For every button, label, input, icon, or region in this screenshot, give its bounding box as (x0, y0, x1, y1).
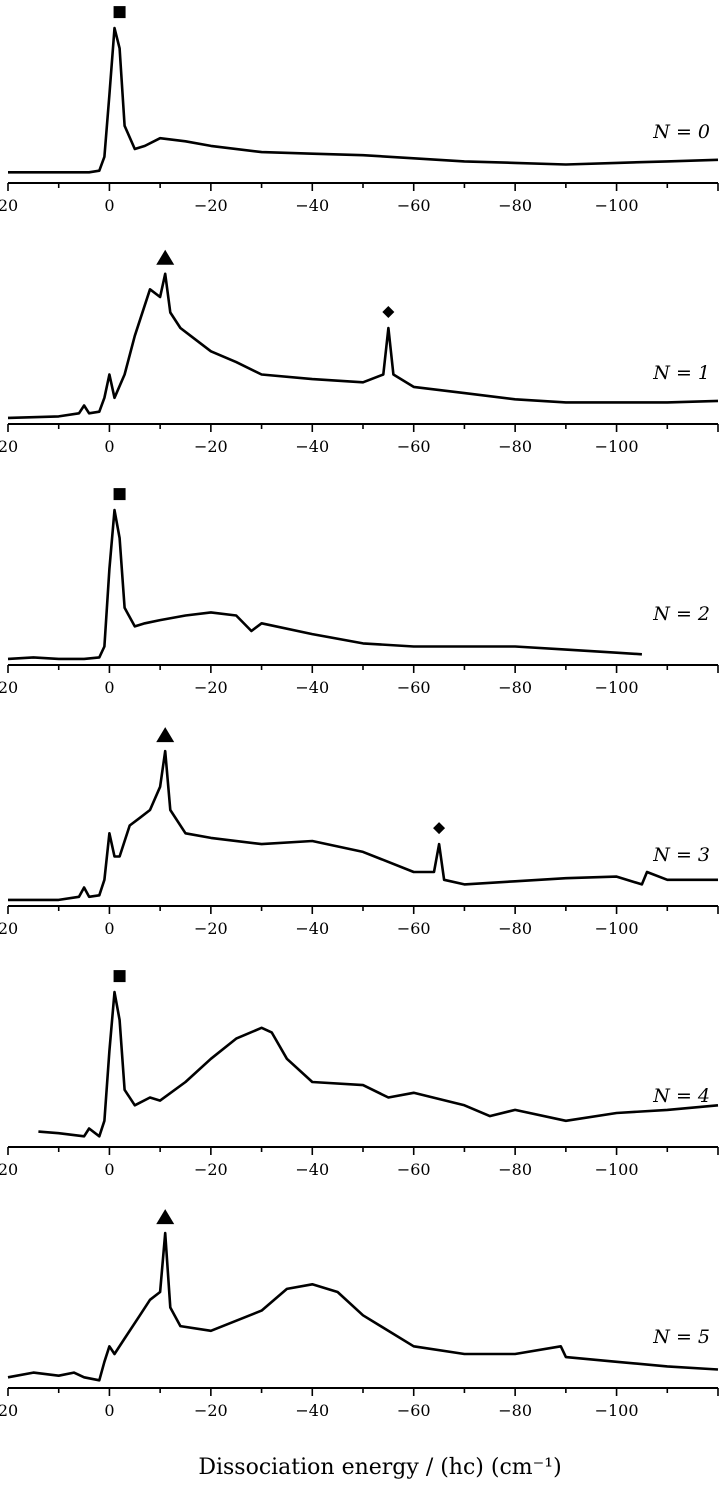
tick-label: −20 (194, 437, 228, 456)
tick-label: −80 (498, 437, 532, 456)
tick-label: −40 (295, 1160, 329, 1179)
tick-label: −20 (194, 196, 228, 215)
tick-label: −100 (595, 678, 639, 697)
tick-label: 20 (0, 919, 18, 938)
panel-2: 20 0 −20 −40 −60 −80 −100 N = 1 (0, 249, 719, 456)
panel-label: N = 2 (652, 603, 710, 625)
tick-label: −100 (595, 1401, 639, 1420)
tick-label: 20 (0, 1401, 18, 1420)
panel-1: 20 0 −20 −40 −60 −80 −100 N = 0 (0, 6, 719, 215)
panel-label: N = 0 (652, 121, 710, 143)
tick-label: −100 (595, 919, 639, 938)
tick-label: −20 (194, 1401, 228, 1420)
square-marker (113, 970, 126, 983)
x-axis-label: Dissociation energy / (hc) (cm⁻¹) (198, 1455, 561, 1480)
trace-line (8, 749, 718, 902)
diamond-marker (433, 822, 446, 835)
tick-label: −80 (498, 919, 532, 938)
panel-label: N = 5 (652, 1326, 710, 1348)
panel-label: N = 3 (652, 844, 710, 866)
tick-label: −80 (498, 678, 532, 697)
tick-label: −80 (498, 1160, 532, 1179)
tick-label: −60 (397, 1160, 431, 1179)
diamond-marker (382, 306, 395, 318)
tick-label: −60 (397, 678, 431, 697)
panel-6: 20 0 −20 −40 −60 −80 −100 N = 5 (0, 1209, 719, 1420)
square-marker (113, 488, 126, 501)
panel-label: N = 4 (652, 1085, 710, 1107)
tick-label: −60 (397, 1401, 431, 1420)
square-marker (113, 6, 126, 19)
tick-label: −100 (595, 196, 639, 215)
tick-label: −40 (295, 678, 329, 697)
tick-label: −100 (595, 1160, 639, 1179)
panel-5: 20 0 −20 −40 −60 −80 −100 N = 4 (0, 970, 719, 1179)
tick-label: −60 (397, 437, 431, 456)
panels: 20 0 −20 −40 −60 −80 −100 N = 0 20 0 −20 −40 −60 −80 −… (0, 6, 719, 1420)
tick-label: 20 (0, 437, 18, 456)
tick-label: −40 (295, 919, 329, 938)
tick-label: −20 (194, 678, 228, 697)
panel-3: 20 0 −20 −40 −60 −80 −100 N = 2 (0, 488, 719, 697)
tick-label: −100 (595, 437, 639, 456)
panel-label: N = 1 (652, 362, 710, 384)
tick-label: 20 (0, 1160, 18, 1179)
tick-label: 0 (104, 1401, 114, 1420)
tick-label: 0 (104, 678, 114, 697)
tick-label: −60 (397, 919, 431, 938)
triangle-marker (156, 727, 175, 743)
tick-label: −20 (194, 919, 228, 938)
triangle-marker (156, 249, 175, 265)
trace-line (7, 1231, 719, 1382)
tick-label: 20 (0, 196, 18, 215)
panel-4: 20 0 −20 −40 −60 −80 −100 N = 3 (0, 727, 719, 938)
tick-label: 0 (104, 437, 114, 456)
tick-label: −40 (295, 196, 329, 215)
tick-label: −80 (498, 1401, 532, 1420)
tick-label: 0 (104, 1160, 114, 1179)
tick-label: −60 (397, 196, 431, 215)
tick-label: −20 (194, 1160, 228, 1179)
trace-line (38, 990, 719, 1138)
trace-line (8, 26, 719, 174)
tick-label: 0 (104, 196, 114, 215)
trace-line (7, 508, 642, 661)
triangle-marker (156, 1209, 175, 1225)
tick-label: 0 (104, 919, 114, 938)
tick-label: 20 (0, 678, 18, 697)
trace-line (7, 272, 719, 420)
tick-label: −40 (295, 1401, 329, 1420)
tick-label: −80 (498, 196, 532, 215)
tick-label: −40 (295, 437, 329, 456)
